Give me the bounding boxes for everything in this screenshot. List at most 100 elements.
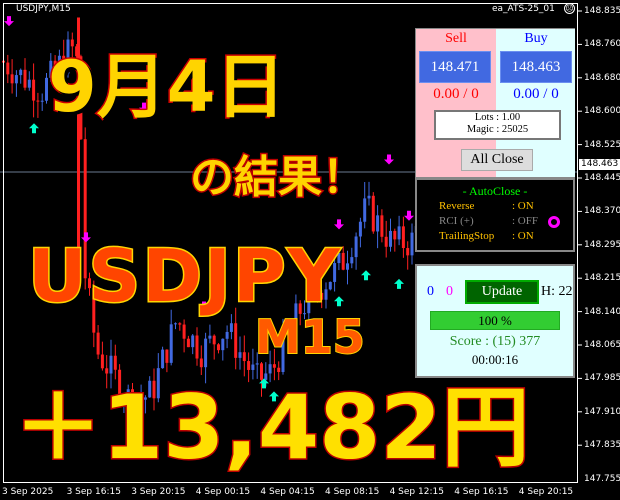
rci-label[interactable]: RCI (+) xyxy=(439,215,474,227)
candle-body xyxy=(174,323,177,325)
candle-body xyxy=(212,335,216,345)
candle-body xyxy=(238,352,242,358)
price-axis-label: 147.985 xyxy=(584,373,620,384)
candle-body xyxy=(242,352,246,362)
candle-body xyxy=(397,226,401,240)
time-axis-label: 3 Sep 2025 xyxy=(2,487,54,497)
time-axis-label: 4 Sep 12:15 xyxy=(389,487,444,497)
lots: Lots : 1.00 xyxy=(474,112,521,123)
count-magenta: 0 xyxy=(446,284,453,299)
price-axis-label: 148.140 xyxy=(584,306,620,317)
candle-body xyxy=(199,358,203,368)
status-ring-icon xyxy=(548,216,560,228)
autoclose-panel: - AutoClose - Reverse : ON RCI (+) : OFF… xyxy=(415,178,575,252)
candle-body xyxy=(19,69,23,76)
sell-label: Sell xyxy=(445,31,467,46)
candle-body xyxy=(384,236,388,247)
candle-body xyxy=(109,355,113,374)
count-blue: 0 xyxy=(427,284,434,299)
candle-body xyxy=(401,226,405,249)
h-value: H: 22 xyxy=(541,284,573,299)
price-axis-label: 148.445 xyxy=(584,173,620,183)
price-axis-label: 148.680 xyxy=(584,72,620,83)
candle-body xyxy=(234,323,238,358)
candle-body xyxy=(27,79,31,88)
overlay-pair: USDJPY xyxy=(27,234,342,318)
price-axis-label: 147.835 xyxy=(584,440,620,451)
candle-body xyxy=(122,400,126,402)
sell-arrow-icon xyxy=(81,232,91,243)
price-axis-label: 148.065 xyxy=(584,340,620,350)
candle-body xyxy=(23,69,27,88)
candle-body xyxy=(324,289,328,300)
candle-body xyxy=(298,303,302,314)
candle-body xyxy=(268,364,272,374)
ea-name: ea_ATS-25_01 xyxy=(492,4,555,14)
buy-arrow-icon xyxy=(269,391,279,402)
candle-body xyxy=(277,367,281,373)
overlay-profit: ＋13,482円 xyxy=(13,376,532,479)
price-axis-label: 148.295 xyxy=(584,239,620,250)
candle-body xyxy=(135,402,139,419)
candle-body xyxy=(169,324,173,363)
candle-body xyxy=(406,248,410,256)
candle-body xyxy=(255,363,259,365)
sell-button[interactable]: 148.471 xyxy=(419,51,491,83)
candle-body xyxy=(88,278,91,289)
sad-face-icon: ☹ xyxy=(564,3,575,14)
candle-body xyxy=(113,355,117,370)
candle-body xyxy=(66,39,70,74)
candle-body xyxy=(217,344,220,351)
buy-label: Buy xyxy=(524,31,548,46)
candle-body xyxy=(195,335,199,359)
buy-arrow-icon xyxy=(334,296,344,307)
candle-body xyxy=(247,361,251,370)
sell-arrow-icon xyxy=(199,301,209,312)
candle-body xyxy=(131,389,134,419)
candle-body xyxy=(260,363,263,380)
lots-magic-box: Lots : 1.00 Magic : 25025 xyxy=(434,110,561,140)
progress-bar: 100 % xyxy=(430,311,560,330)
time-axis-label: 4 Sep 20:15 xyxy=(518,487,574,497)
candle-body xyxy=(380,215,384,237)
candle-body xyxy=(156,368,160,399)
candle-body xyxy=(191,335,195,348)
candle-body xyxy=(45,77,48,101)
candle-body xyxy=(165,349,169,363)
sell-arrow-icon xyxy=(334,219,344,230)
candle-body xyxy=(281,330,285,373)
candle-body xyxy=(83,139,87,279)
update-button[interactable]: Update xyxy=(465,280,539,304)
price-axis-label: 148.525 xyxy=(584,139,620,150)
sell-arrow-icon xyxy=(384,154,394,165)
candle-body xyxy=(354,236,358,258)
candle-body xyxy=(371,195,375,232)
buy-button[interactable]: 148.463 xyxy=(500,51,572,83)
timer: 00:00:16 xyxy=(471,352,519,367)
candle-body xyxy=(272,364,276,368)
candle-body xyxy=(358,221,362,237)
price-axis-label: 148.760 xyxy=(584,39,620,50)
sell-pl: 0.00 / 0 xyxy=(433,86,479,102)
candle-body xyxy=(152,380,156,399)
candle-body xyxy=(70,39,74,47)
candle-body xyxy=(10,74,14,84)
candle-body xyxy=(62,55,66,74)
candle-body xyxy=(350,257,354,264)
reverse-label[interactable]: Reverse xyxy=(439,200,475,212)
candle-body xyxy=(105,368,109,374)
buy-arrow-icon xyxy=(394,278,404,289)
price-axis-label: 147.910 xyxy=(584,406,620,417)
all-close-button[interactable]: All Close xyxy=(461,149,533,171)
trailing-value: : ON xyxy=(512,230,534,242)
score: Score : (15) 377 xyxy=(449,334,541,349)
autoclose-title: - AutoClose - xyxy=(462,184,528,198)
candle-body xyxy=(100,354,104,369)
trailing-label[interactable]: TrailingStop xyxy=(439,230,495,242)
candle-body xyxy=(307,285,311,314)
overlay-date: 9月4日 xyxy=(46,46,286,128)
candle-body xyxy=(57,55,61,70)
candle-body xyxy=(393,230,397,240)
candle-body xyxy=(251,364,255,370)
candle-body xyxy=(53,60,57,70)
